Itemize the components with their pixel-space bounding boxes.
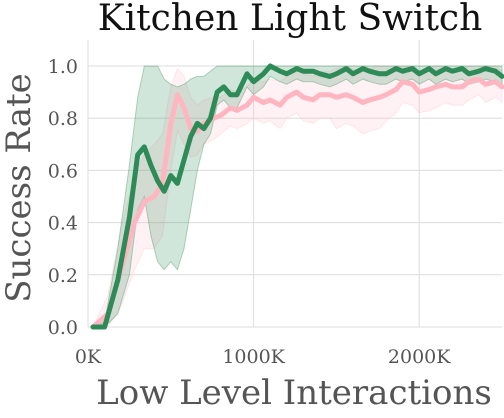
x-tick-label: 0K (75, 346, 102, 368)
chart-title: Kitchen Light Switch (98, 0, 483, 39)
y-axis-ticks: 0.0 0.2 0.4 0.6 0.8 1.0 (48, 56, 78, 339)
series-lines (90, 63, 504, 330)
x-tick-label: 1000K (222, 346, 285, 368)
y-tick-label: 0.0 (48, 317, 78, 339)
y-tick-label: 0.2 (48, 265, 78, 287)
x-tick-label: 2000K (388, 346, 451, 368)
x-axis-ticks: 0K 1000K 2000K (75, 346, 451, 368)
y-tick-label: 0.8 (48, 108, 78, 130)
x-axis-label: Low Level Interactions (96, 373, 492, 413)
y-tick-label: 0.4 (48, 213, 78, 235)
y-tick-label: 1.0 (48, 56, 78, 78)
grid (87, 40, 502, 328)
y-axis-label: Success Rate (0, 73, 39, 303)
y-tick-label: 0.6 (48, 160, 78, 182)
series-line (90, 76, 504, 330)
series-line (90, 63, 504, 330)
